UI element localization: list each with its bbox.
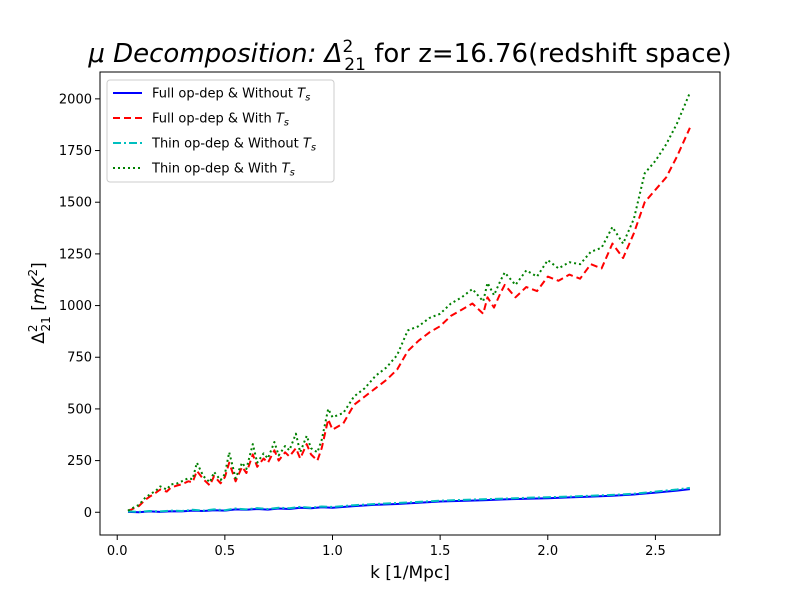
x-tick-label: 0.5 [215,544,236,559]
y-tick-label: 750 [67,351,92,366]
y-axis: 0 250 500 750 1000 1250 1500 1750 2000 [59,92,100,521]
chart-title: μ Decomposition: Δ2 21 for z=16.76(redshi… [87,37,731,75]
x-tick-label: 2.0 [537,544,558,559]
y-tick-label: 1500 [59,196,92,211]
legend-label-2: Full op-dep & With Ts [152,112,289,129]
series-line-3 [127,486,691,513]
legend-box [106,79,335,183]
x-tick-label: 0.0 [107,544,128,559]
x-axis: 0.0 0.5 1.0 1.5 2.0 2.5 [107,535,666,559]
y-tick-label: 1750 [59,144,92,159]
legend: Full op-dep & Without Ts Full op-dep & Wi… [106,79,335,183]
y-axis-label: Δ221 [mK2] [26,262,53,344]
legend-label-1: Full op-dep & Without Ts [152,87,310,104]
x-tick-label: 1.5 [430,544,451,559]
x-tick-label: 1.0 [322,544,343,559]
y-tick-label: 500 [67,402,92,417]
plot-area [127,92,691,514]
series-line-2 [127,127,691,513]
x-tick-label: 2.5 [645,544,666,559]
y-tick-label: 1000 [59,299,92,314]
legend-label-3: Thin op-dep & Without Ts [151,137,316,154]
x-axis-label: k [1/Mpc] [370,563,450,583]
y-tick-label: 250 [67,454,92,469]
y-tick-label: 0 [84,506,92,521]
y-tick-label: 2000 [59,92,92,107]
legend-label-4: Thin op-dep & With Ts [151,162,295,179]
y-tick-label: 1250 [59,247,92,262]
series-line-4 [127,92,691,512]
plot-frame [99,71,721,536]
